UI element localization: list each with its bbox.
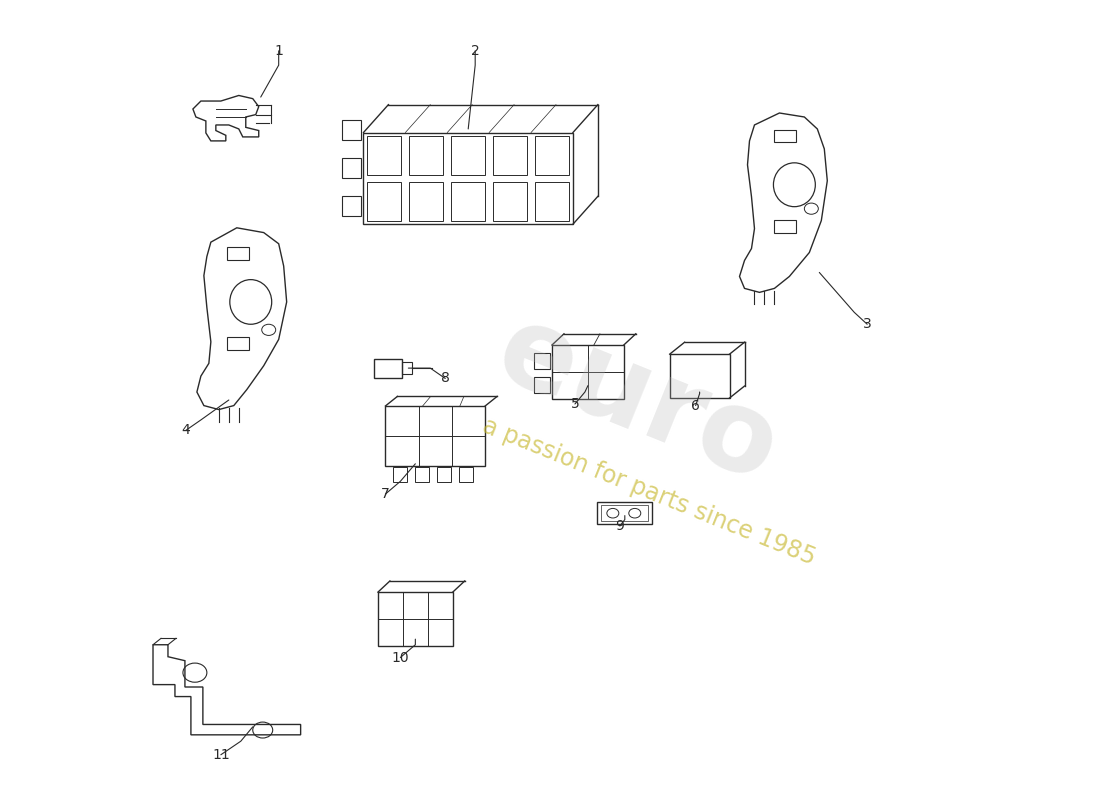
Bar — [459, 467, 473, 482]
Text: 10: 10 — [392, 650, 409, 665]
Text: 9: 9 — [615, 519, 625, 533]
Bar — [409, 182, 443, 221]
Bar — [493, 136, 527, 175]
Bar — [774, 220, 796, 233]
Bar — [552, 345, 624, 399]
Text: euro: euro — [481, 294, 794, 506]
Bar — [374, 358, 403, 378]
Bar — [385, 406, 485, 466]
Text: 8: 8 — [441, 371, 450, 386]
Bar — [451, 182, 485, 221]
Bar — [341, 120, 362, 140]
Bar — [227, 247, 249, 260]
Bar — [774, 130, 796, 142]
Text: 4: 4 — [182, 423, 190, 438]
Bar — [363, 133, 573, 224]
Bar — [597, 502, 652, 524]
Bar — [367, 136, 402, 175]
Bar — [534, 353, 550, 369]
Bar — [670, 354, 729, 398]
Text: 1: 1 — [274, 44, 283, 58]
Bar — [341, 196, 362, 216]
Bar — [409, 136, 443, 175]
Text: 7: 7 — [381, 487, 389, 501]
Bar — [534, 377, 550, 393]
Bar — [227, 337, 249, 350]
Bar — [535, 182, 569, 221]
Bar — [493, 182, 527, 221]
Text: a passion for parts since 1985: a passion for parts since 1985 — [478, 414, 818, 570]
Bar — [416, 467, 429, 482]
Text: 5: 5 — [571, 397, 580, 411]
Bar — [394, 467, 407, 482]
Text: 6: 6 — [691, 398, 700, 413]
Text: 3: 3 — [862, 318, 871, 331]
Bar — [341, 158, 362, 178]
Bar — [602, 506, 648, 521]
Bar — [438, 467, 451, 482]
Text: 2: 2 — [471, 44, 480, 58]
Bar — [367, 182, 402, 221]
Bar — [451, 136, 485, 175]
Bar — [378, 592, 453, 646]
Bar — [403, 362, 412, 374]
Bar — [535, 136, 569, 175]
Text: 11: 11 — [212, 748, 230, 762]
